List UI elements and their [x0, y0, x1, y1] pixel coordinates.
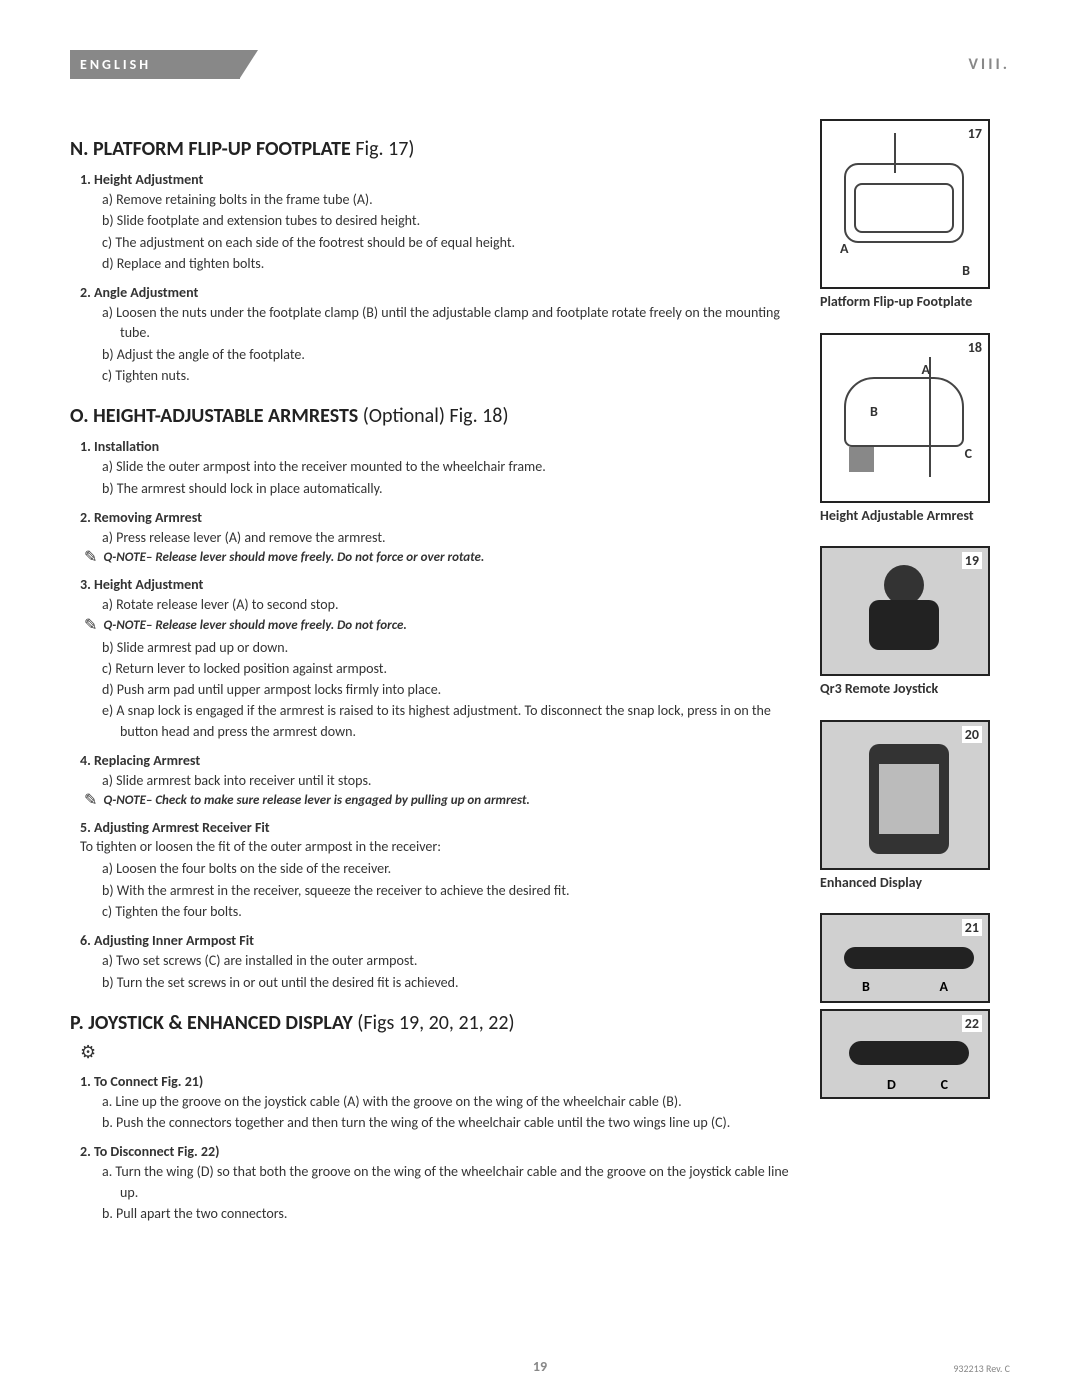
list-item: b) Adjust the angle of the footplate.	[102, 345, 790, 365]
language-tab: ENGLISH	[70, 50, 240, 79]
figure-caption: Qr3 Remote Joystick	[820, 680, 1010, 698]
instruction-list: a) Remove retaining bolts in the frame t…	[70, 190, 790, 274]
figure-17: 17 A B	[820, 119, 990, 289]
figure-label-a: A	[840, 240, 848, 257]
tool-icon: ⚙	[70, 1041, 790, 1063]
instruction-list: a) Slide the outer armpost into the rece…	[70, 457, 790, 499]
list-item: d) Replace and tighten bolts.	[102, 254, 790, 274]
figure-19-art	[834, 560, 976, 662]
list-item: a) Press release lever (A) and remove th…	[102, 528, 790, 548]
list-item: c) Return lever to locked position again…	[102, 659, 790, 679]
list-item: b) Turn the set screws in or out until t…	[102, 973, 790, 993]
q-note: ✎ Q-NOTE– Release lever should move free…	[70, 550, 790, 566]
figure-21: 21 B A	[820, 913, 990, 1003]
list-item: b. Pull apart the two connectors.	[102, 1204, 790, 1224]
figure-label-a: A	[940, 978, 948, 995]
list-item: b. Push the connectors together and then…	[102, 1113, 790, 1133]
chapter-number: VIII.	[968, 55, 1010, 74]
page-header: ENGLISH VIII.	[70, 50, 1010, 79]
subsection-title: 1. Installation	[70, 438, 790, 455]
instruction-list: a) Press release lever (A) and remove th…	[70, 528, 790, 548]
list-item: b) The armrest should lock in place auto…	[102, 479, 790, 499]
list-item: c) Tighten nuts.	[102, 366, 790, 386]
subsection-title: 3. Height Adjustment	[70, 576, 790, 593]
q-note: ✎ Q-NOTE– Release lever should move free…	[70, 618, 790, 634]
figure-22: 22 D C	[820, 1009, 990, 1099]
list-item: b) Slide armrest pad up or down.	[102, 638, 790, 658]
list-item: c) Tighten the four bolts.	[102, 902, 790, 922]
note-text: Q-NOTE– Release lever should move freely…	[103, 618, 406, 633]
list-item: a) Slide armrest back into receiver unti…	[102, 771, 790, 791]
page-number: 19	[533, 1358, 547, 1375]
list-item: a. Turn the wing (D) so that both the gr…	[102, 1162, 790, 1203]
list-item: b) With the armrest in the receiver, squ…	[102, 881, 790, 901]
figure-18-art	[834, 347, 976, 489]
figure-21-art	[834, 927, 976, 989]
note-icon: ✎	[84, 793, 97, 809]
q-note: ✎ Q-NOTE– Check to make sure release lev…	[70, 793, 790, 809]
list-item: e) A snap lock is engaged if the armrest…	[102, 701, 790, 742]
list-item: b) Slide footplate and extension tubes t…	[102, 211, 790, 231]
instruction-list: a. Line up the groove on the joystick ca…	[70, 1092, 790, 1134]
figure-20: 20	[820, 720, 990, 870]
note-icon: ✎	[84, 618, 97, 634]
figure-label-b: B	[962, 262, 970, 279]
figure-label-d: D	[887, 1076, 896, 1093]
figure-caption: Platform Flip-up Footplate	[820, 293, 1010, 311]
list-item: c) The adjustment on each side of the fo…	[102, 233, 790, 253]
subsection-title: 5. Adjusting Armrest Receiver Fit	[70, 819, 790, 836]
figure-label-c: C	[965, 445, 972, 462]
instruction-list: a) Rotate release lever (A) to second st…	[70, 595, 790, 615]
subsection-title: 2. To Disconnect Fig. 22)	[70, 1143, 790, 1160]
list-item: a) Two set screws (C) are installed in t…	[102, 951, 790, 971]
note-icon: ✎	[84, 550, 97, 566]
figure-19: 19	[820, 546, 990, 676]
subsection-title: 1. Height Adjustment	[70, 171, 790, 188]
subsection-title: 2. Angle Adjustment	[70, 284, 790, 301]
figure-17-art	[834, 133, 976, 275]
list-item: a) Remove retaining bolts in the frame t…	[102, 190, 790, 210]
document-revision: 932213 Rev. C	[953, 1362, 1010, 1375]
instruction-list: a) Slide armrest back into receiver unti…	[70, 771, 790, 791]
figure-label-a: A	[922, 361, 930, 378]
list-item: a) Loosen the nuts under the footplate c…	[102, 303, 790, 344]
instruction-list: a) Loosen the nuts under the footplate c…	[70, 303, 790, 386]
section-n-title-suffix: Fig. 17)	[351, 137, 415, 161]
figure-label-b: B	[862, 978, 870, 995]
instruction-list: a. Turn the wing (D) so that both the gr…	[70, 1162, 790, 1224]
section-o-title-suffix: (Optional) Fig. 18)	[358, 404, 508, 428]
note-text: Q-NOTE– Check to make sure release lever…	[103, 793, 529, 808]
figure-22-art	[834, 1023, 976, 1085]
figure-caption: Height Adjustable Armrest	[820, 507, 1010, 525]
figure-18: 18 A B C	[820, 333, 990, 503]
figure-caption: Enhanced Display	[820, 874, 1010, 892]
figure-label-c: C	[941, 1076, 948, 1093]
section-n-title-main: N. PLATFORM FLIP-UP FOOTPLATE	[70, 137, 351, 161]
section-p-title-main: P. JOYSTICK & ENHANCED DISPLAY	[70, 1011, 353, 1035]
list-item: a) Loosen the four bolts on the side of …	[102, 859, 790, 879]
subsection-title: 2. Removing Armrest	[70, 509, 790, 526]
instruction-list: a) Loosen the four bolts on the side of …	[70, 859, 790, 922]
subsection-title: 1. To Connect Fig. 21)	[70, 1073, 790, 1090]
section-o-title: O. HEIGHT-ADJUSTABLE ARMRESTS (Optional)…	[70, 404, 790, 428]
section-n-title: N. PLATFORM FLIP-UP FOOTPLATE Fig. 17)	[70, 137, 790, 161]
note-text: Q-NOTE– Release lever should move freely…	[103, 550, 484, 565]
section-p-title-suffix: (Figs 19, 20, 21, 22)	[353, 1011, 515, 1035]
section-p-title: P. JOYSTICK & ENHANCED DISPLAY (Figs 19,…	[70, 1011, 790, 1035]
list-item: a) Rotate release lever (A) to second st…	[102, 595, 790, 615]
instruction-list: a) Two set screws (C) are installed in t…	[70, 951, 790, 993]
figure-column: 17 A B Platform Flip-up Footplate 18 A B…	[820, 119, 1010, 1225]
main-column: N. PLATFORM FLIP-UP FOOTPLATE Fig. 17) 1…	[70, 119, 790, 1225]
section-o-title-main: O. HEIGHT-ADJUSTABLE ARMRESTS	[70, 404, 358, 428]
intro-text: To tighten or loosen the fit of the oute…	[70, 838, 790, 855]
list-item: d) Push arm pad until upper armpost lock…	[102, 680, 790, 700]
page-content: N. PLATFORM FLIP-UP FOOTPLATE Fig. 17) 1…	[70, 119, 1010, 1225]
subsection-title: 6. Adjusting Inner Armpost Fit	[70, 932, 790, 949]
figure-20-art	[834, 734, 976, 856]
figure-label-b: B	[870, 403, 878, 420]
subsection-title: 4. Replacing Armrest	[70, 752, 790, 769]
instruction-list: b) Slide armrest pad up or down. c) Retu…	[70, 638, 790, 742]
list-item: a) Slide the outer armpost into the rece…	[102, 457, 790, 477]
list-item: a. Line up the groove on the joystick ca…	[102, 1092, 790, 1112]
